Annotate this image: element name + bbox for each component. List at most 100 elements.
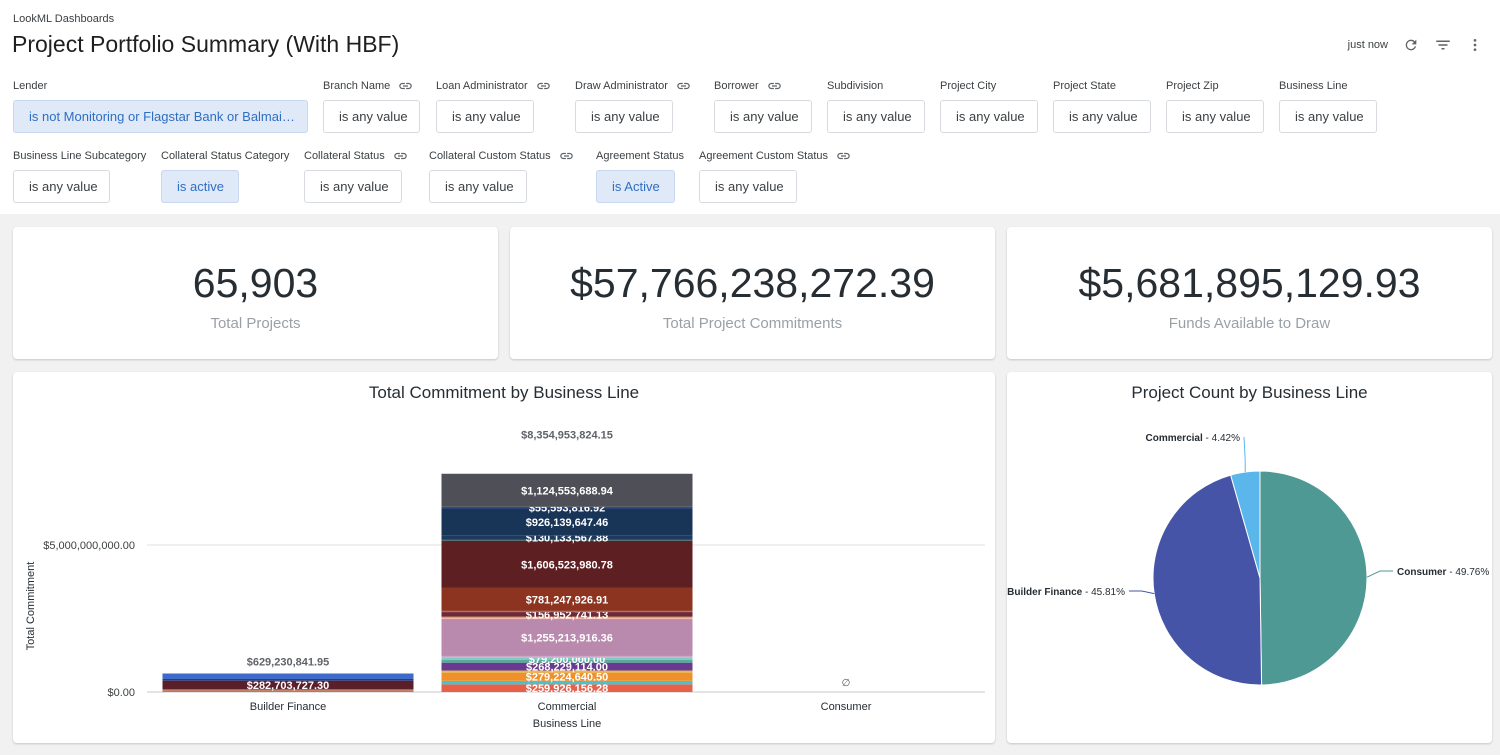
filter-label-text: Collateral Custom Status	[429, 150, 551, 162]
bar-data-label: $1,124,553,688.94	[521, 485, 614, 497]
kpi-value: $5,681,895,129.93	[1078, 260, 1421, 306]
filter-label-text: Branch Name	[323, 80, 391, 92]
filter-label-text: Project State	[1053, 80, 1116, 92]
more-vert-icon[interactable]	[1464, 34, 1486, 56]
bar-segment[interactable]	[441, 508, 693, 536]
bar-segment[interactable]	[441, 539, 693, 541]
bar-data-label: $282,703,727.30	[247, 680, 330, 692]
filter-value-chip[interactable]: is active	[161, 170, 239, 203]
filter-value-chip[interactable]: is Active	[596, 170, 675, 203]
filter-label-text: Collateral Status	[304, 150, 385, 162]
bar-segment[interactable]	[162, 680, 414, 690]
filter-label: Subdivision	[827, 78, 925, 94]
filter-project-state: Project State is any value	[1053, 78, 1151, 133]
bar-segment[interactable]	[441, 616, 693, 618]
bar-data-label: $1,255,213,916.36	[521, 632, 613, 644]
bar-data-label: $1,606,523,980.78	[521, 559, 613, 571]
bar-segment[interactable]	[441, 535, 693, 540]
filter-project-zip: Project Zip is any value	[1166, 78, 1264, 133]
filter-value-chip[interactable]: is any value	[13, 170, 110, 203]
link-icon[interactable]	[836, 151, 851, 161]
filter-label-text: Project City	[940, 80, 997, 92]
link-icon[interactable]	[398, 81, 413, 91]
filter-value-chip[interactable]: is any value	[1279, 100, 1377, 133]
filter-value-chip[interactable]: is not Monitoring or Flagstar Bank or Ba…	[13, 100, 308, 133]
bar-segment[interactable]	[441, 684, 693, 692]
kpi-label: Total Projects	[210, 315, 301, 332]
link-icon[interactable]	[536, 81, 551, 91]
filter-value-chip[interactable]: is any value	[323, 100, 420, 133]
filter-value-chip[interactable]: is any value	[436, 100, 534, 133]
pie-leader-line	[1366, 570, 1393, 578]
bar-data-label: $268,229,114.00	[526, 662, 608, 674]
pie-slice[interactable]	[1230, 470, 1261, 579]
breadcrumb[interactable]: LookML Dashboards	[13, 13, 115, 25]
bar-segment[interactable]	[441, 662, 693, 671]
bar-segment[interactable]	[441, 670, 693, 673]
pie-slice-label: Commercial - 4.42%	[1146, 433, 1241, 444]
bar-segment[interactable]	[441, 506, 693, 509]
filter-value-chip[interactable]: is any value	[1053, 100, 1151, 133]
x-tick-label: Commercial	[538, 701, 597, 713]
filter-draw-administrator: Draw Administrator is any value	[575, 78, 691, 133]
link-icon[interactable]	[393, 151, 408, 161]
y-tick-label: $0.00	[107, 687, 135, 699]
kpi-value: $57,766,238,272.39	[570, 260, 935, 306]
filter-value-chip[interactable]: is any value	[575, 100, 673, 133]
filter-value-chip[interactable]: is any value	[1166, 100, 1264, 133]
pie-slice-label: Consumer - 49.76%	[1397, 567, 1489, 578]
bar-segment[interactable]	[441, 657, 693, 661]
bar-segment[interactable]	[162, 678, 414, 681]
bar-segment[interactable]	[441, 617, 693, 620]
bar-segment[interactable]	[441, 655, 693, 658]
filter-label-text: Business Line	[1279, 80, 1348, 92]
refresh-icon[interactable]	[1400, 34, 1422, 56]
bar-chart: $5,000,000,000.00 $0.00 Total Commitment…	[25, 429, 985, 730]
pie-slice[interactable]	[1152, 474, 1263, 686]
filter-label-text: Borrower	[714, 80, 759, 92]
null-marker: ∅	[842, 678, 851, 689]
pie-slice-name: Consumer	[1397, 567, 1447, 578]
bar-segment[interactable]	[162, 690, 414, 692]
link-icon[interactable]	[559, 151, 574, 161]
filter-label-text: Business Line Subcategory	[13, 150, 147, 162]
link-icon[interactable]	[676, 81, 691, 91]
bar-segment[interactable]	[162, 689, 414, 691]
filter-agreement-custom-status: Agreement Custom Status is any value	[699, 148, 851, 203]
filter-label-text: Subdivision	[827, 80, 884, 92]
bar-segment[interactable]	[162, 673, 414, 679]
chart-title: Total Commitment by Business Line	[368, 383, 640, 402]
link-icon[interactable]	[767, 81, 782, 91]
bar-segment[interactable]	[441, 587, 693, 611]
kpi-card-total-projects: 65,903 Total Projects	[13, 227, 498, 359]
filter-value-chip[interactable]: is any value	[940, 100, 1038, 133]
filter-label: Agreement Status	[596, 148, 684, 164]
filter-label: Collateral Status Category	[161, 148, 289, 164]
bar-segment[interactable]	[441, 610, 693, 613]
filter-value-chip[interactable]: is any value	[699, 170, 797, 203]
bar-segment[interactable]	[441, 612, 693, 617]
bar-segment[interactable]	[441, 619, 693, 656]
kpi-card-total-commitments: $57,766,238,272.39 Total Project Commitm…	[510, 227, 995, 359]
bar-segment[interactable]	[441, 540, 693, 588]
filter-label: Project Zip	[1166, 78, 1264, 94]
filter-label-text: Project Zip	[1166, 80, 1219, 92]
filter-value-chip[interactable]: is any value	[827, 100, 925, 133]
pie-slice[interactable]	[1259, 470, 1368, 686]
filter-value-chip[interactable]: is any value	[429, 170, 527, 203]
filter-label: Business Line Subcategory	[13, 148, 146, 164]
filter-value-chip[interactable]: is any value	[304, 170, 402, 203]
bar-segment[interactable]	[441, 473, 693, 507]
filter-collateral-status: Collateral Status is any value	[304, 148, 408, 203]
bar-segment[interactable]	[441, 672, 693, 681]
filter-icon[interactable]	[1432, 34, 1454, 56]
bar-segment[interactable]	[441, 660, 693, 663]
bar-chart-card: Total Commitment by Business Line $5,000…	[13, 372, 995, 743]
filter-business-line: Business Line is any value	[1279, 78, 1377, 133]
filter-value-chip[interactable]: is any value	[714, 100, 812, 133]
filter-label: Project State	[1053, 78, 1151, 94]
filter-agreement-status: Agreement Status is Active	[596, 148, 684, 203]
bar-data-label: $259,926,156.28	[526, 683, 609, 695]
bar-segment[interactable]	[441, 680, 693, 685]
y-axis-label: Total Commitment	[25, 562, 37, 651]
